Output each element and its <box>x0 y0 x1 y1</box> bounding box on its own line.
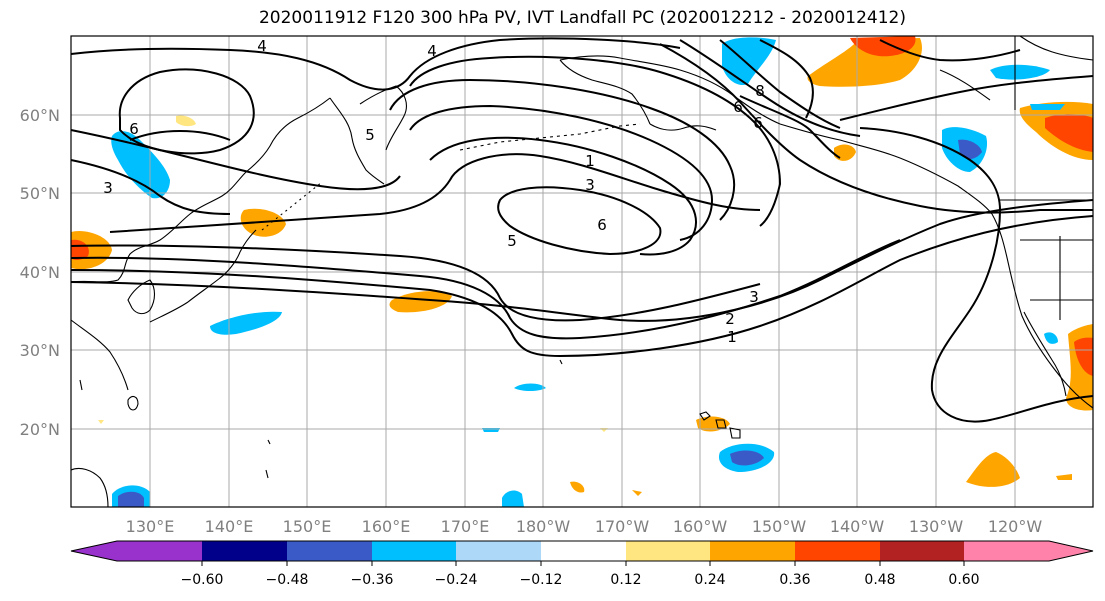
positive-anomaly-shading <box>71 36 1093 496</box>
colorbar-tick-label: 0.36 <box>779 572 810 588</box>
contour-label: 8 <box>755 82 765 100</box>
lon-label: 140°W <box>830 517 885 536</box>
colorbar-segment <box>372 541 456 561</box>
graticule <box>71 36 1093 507</box>
colorbar-tick-label: 0.24 <box>694 572 725 588</box>
colorbar-segment <box>541 541 626 561</box>
contour-label: 3 <box>585 176 595 194</box>
lon-label: 150°E <box>283 517 332 536</box>
contour-label: 6 <box>733 98 743 116</box>
contour-label: 3 <box>749 288 759 306</box>
contour-label: 1 <box>585 152 595 170</box>
colorbar-tick-label: −0.36 <box>351 572 394 588</box>
colorbar-tick-label: 0.48 <box>864 572 895 588</box>
colorbar-tick-label: −0.24 <box>435 572 478 588</box>
colorbar-tick-label: 0.12 <box>610 572 641 588</box>
lon-label: 160°W <box>673 517 728 536</box>
colorbar-segment <box>795 541 880 561</box>
colorbar-tick-label: −0.48 <box>266 572 309 588</box>
lon-label: 150°W <box>752 517 807 536</box>
lat-label: 30°N <box>20 341 60 360</box>
colorbar-segment <box>287 541 372 561</box>
lon-label: 140°E <box>205 517 254 536</box>
colorbar-segment <box>71 541 117 561</box>
map-title: 2020011912 F120 300 hPa PV, IVT Landfall… <box>258 8 906 28</box>
lon-label: 120°W <box>988 517 1043 536</box>
contour-label: 3 <box>103 179 113 197</box>
lon-label: 170°E <box>441 517 490 536</box>
colorbar-segment <box>964 541 1049 561</box>
negative-anomaly-shading <box>111 37 1065 507</box>
coastlines <box>70 35 1094 508</box>
lat-label: 40°N <box>20 263 60 282</box>
contour-label: 4 <box>257 37 267 55</box>
pv-contours <box>70 37 1094 423</box>
contour-label: 4 <box>427 42 437 60</box>
contour-label: 6 <box>129 120 139 138</box>
lat-label: 20°N <box>20 420 60 439</box>
contour-label: 2 <box>725 310 735 328</box>
colorbar-segment <box>710 541 795 561</box>
colorbar-tick-label: −0.12 <box>520 572 563 588</box>
lon-label: 130°E <box>126 517 175 536</box>
colorbar-segment <box>1049 541 1093 561</box>
contour-labels: 4 4 6 3 5 6 1 3 6 5 3 2 1 6 8 <box>103 37 765 346</box>
lon-label: 160°E <box>362 517 411 536</box>
colorbar-segment <box>626 541 710 561</box>
colorbar: −0.60 −0.48 −0.36 −0.24 −0.12 0.12 0.24 … <box>70 540 1094 588</box>
contour-label: 6 <box>753 114 763 132</box>
lat-label: 60°N <box>20 106 60 125</box>
lon-label: 180°W <box>516 517 571 536</box>
lat-label: 50°N <box>20 184 60 203</box>
colorbar-tick-label: 0.60 <box>948 572 979 588</box>
map-frame <box>70 35 1094 508</box>
colorbar-segment <box>880 541 964 561</box>
contour-label: 1 <box>727 328 737 346</box>
colorbar-tick-label: −0.60 <box>181 572 224 588</box>
contour-label: 6 <box>597 216 607 234</box>
longitude-labels: 130°E 140°E 150°E 160°E 170°E 180°W 170°… <box>126 517 1043 536</box>
colorbar-segment <box>456 541 541 561</box>
lon-label: 170°W <box>595 517 650 536</box>
colorbar-segment <box>202 541 287 561</box>
contour-label: 5 <box>507 232 517 250</box>
colorbar-segment <box>117 541 202 561</box>
contour-label: 5 <box>365 126 375 144</box>
lon-label: 130°W <box>909 517 964 536</box>
latitude-labels: 60°N 50°N 40°N 30°N 20°N <box>20 106 60 439</box>
